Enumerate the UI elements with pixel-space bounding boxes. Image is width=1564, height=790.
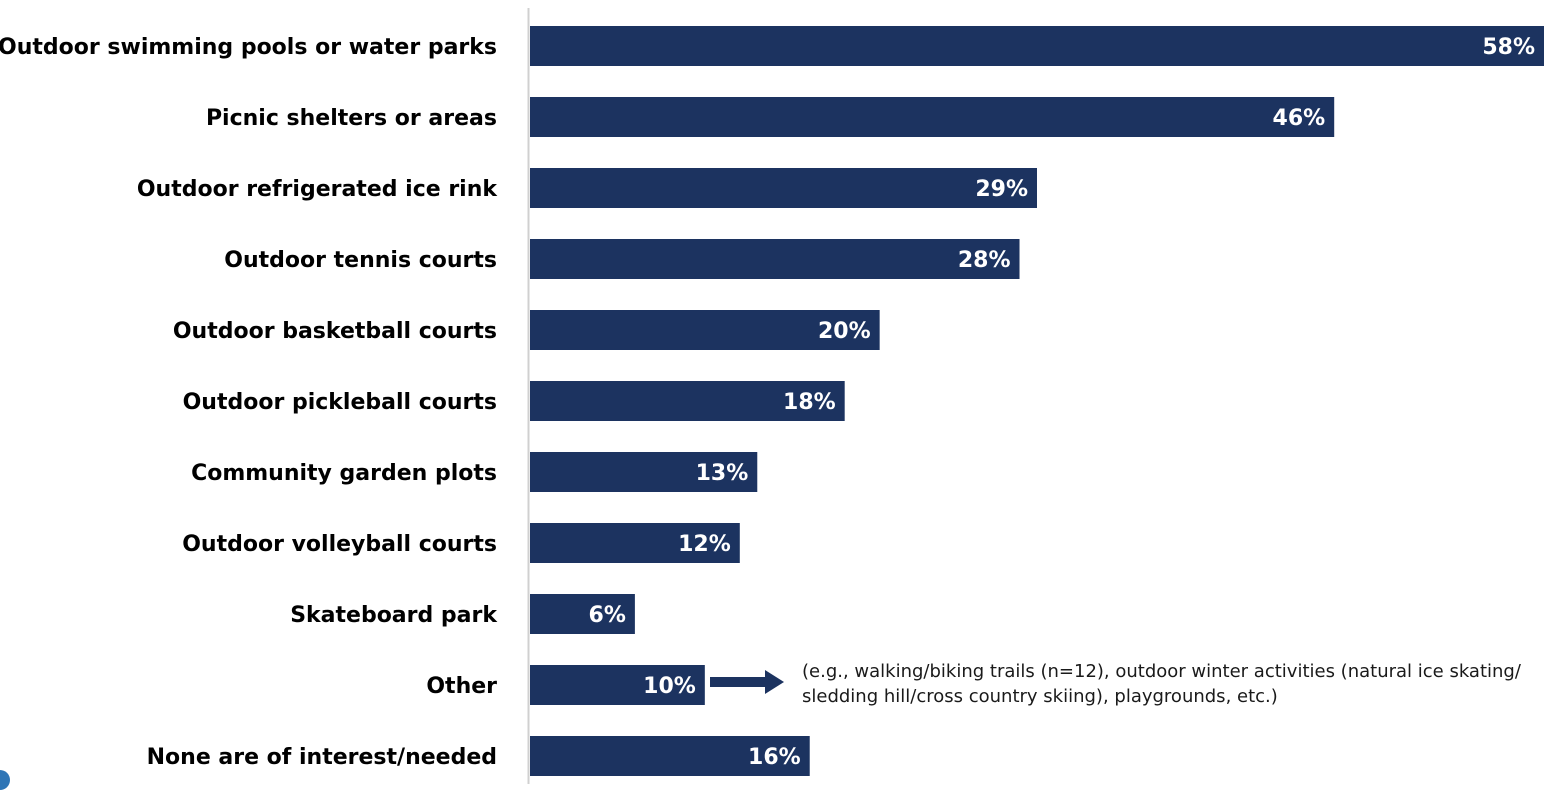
bar xyxy=(530,594,635,634)
bar xyxy=(530,26,1544,66)
category-label: Outdoor pickleball courts xyxy=(183,390,497,415)
corner-decoration xyxy=(0,770,10,790)
value-label: 10% xyxy=(643,674,696,699)
bar xyxy=(530,665,705,705)
category-label: Outdoor tennis courts xyxy=(224,248,497,273)
bar xyxy=(530,239,1020,279)
category-label: Outdoor basketball courts xyxy=(173,319,497,344)
value-label: 28% xyxy=(958,248,1011,273)
value-label: 29% xyxy=(975,177,1028,202)
category-label: None are of interest/needed xyxy=(147,745,497,770)
bar xyxy=(530,523,740,563)
category-label: Other xyxy=(426,674,497,699)
value-label: 13% xyxy=(696,461,749,486)
value-label: 6% xyxy=(589,603,626,628)
category-label: Outdoor swimming pools or water parks xyxy=(0,35,497,60)
category-label: Picnic shelters or areas xyxy=(206,106,497,131)
annotation-line-2: sledding hill/cross country skiing), pla… xyxy=(802,686,1278,707)
bar xyxy=(530,168,1037,208)
bar xyxy=(530,381,845,421)
category-label: Outdoor volleyball courts xyxy=(182,532,497,557)
annotation-arrow xyxy=(710,670,784,694)
annotation-line-1: (e.g., walking/biking trails (n=12), out… xyxy=(802,661,1521,682)
bar xyxy=(530,736,810,776)
bar xyxy=(530,452,758,492)
bar xyxy=(530,310,880,350)
category-label: Community garden plots xyxy=(191,461,497,486)
value-label: 58% xyxy=(1482,35,1535,60)
category-label: Skateboard park xyxy=(290,603,498,628)
bar xyxy=(530,97,1335,137)
value-label: 20% xyxy=(818,319,871,344)
value-label: 18% xyxy=(783,390,836,415)
value-label: 16% xyxy=(748,745,801,770)
other-annotation: (e.g., walking/biking trails (n=12), out… xyxy=(802,659,1562,709)
value-label: 46% xyxy=(1273,106,1326,131)
category-label: Outdoor refrigerated ice rink xyxy=(137,177,499,202)
value-label: 12% xyxy=(678,532,731,557)
